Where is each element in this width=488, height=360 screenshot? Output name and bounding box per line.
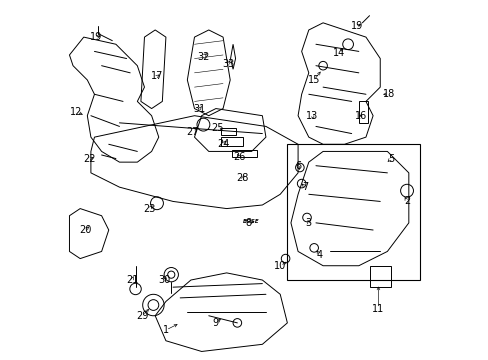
Text: 27: 27	[186, 127, 199, 137]
Text: 30: 30	[158, 275, 170, 285]
Bar	[221, 128, 235, 135]
Bar	[231, 150, 257, 157]
Text: 1: 1	[163, 325, 169, 335]
Text: 22: 22	[82, 154, 95, 163]
Bar	[287, 144, 419, 280]
Text: 19: 19	[90, 32, 102, 42]
Text: 28: 28	[236, 173, 248, 183]
Text: 23: 23	[143, 203, 156, 213]
Text: 20: 20	[79, 225, 92, 235]
Text: 19: 19	[350, 21, 363, 31]
Text: 9: 9	[212, 318, 219, 328]
Text: BOSE: BOSE	[243, 219, 260, 224]
Text: 13: 13	[305, 111, 318, 121]
Text: 18: 18	[382, 89, 394, 99]
Text: 14: 14	[332, 48, 345, 58]
Text: 33: 33	[222, 59, 234, 69]
Text: 31: 31	[193, 104, 205, 113]
Bar	[221, 137, 242, 146]
Text: 7: 7	[302, 182, 308, 192]
Text: 26: 26	[232, 152, 245, 162]
Bar	[369, 266, 390, 287]
Text: 8: 8	[244, 218, 251, 228]
Text: 3: 3	[305, 218, 311, 228]
Text: 12: 12	[70, 107, 82, 117]
Text: 15: 15	[307, 75, 320, 85]
Text: 2: 2	[403, 197, 409, 206]
Text: 29: 29	[136, 311, 148, 321]
Text: 25: 25	[211, 123, 224, 133]
Text: 11: 11	[371, 303, 384, 314]
Text: 32: 32	[197, 52, 209, 62]
Bar	[358, 102, 367, 123]
Text: 17: 17	[150, 71, 163, 81]
Text: 21: 21	[125, 275, 138, 285]
Text: 5: 5	[387, 154, 393, 163]
Text: 24: 24	[217, 139, 229, 149]
Text: 16: 16	[354, 111, 366, 121]
Text: 4: 4	[316, 250, 322, 260]
Text: 6: 6	[294, 161, 301, 171]
Text: 10: 10	[274, 261, 286, 271]
